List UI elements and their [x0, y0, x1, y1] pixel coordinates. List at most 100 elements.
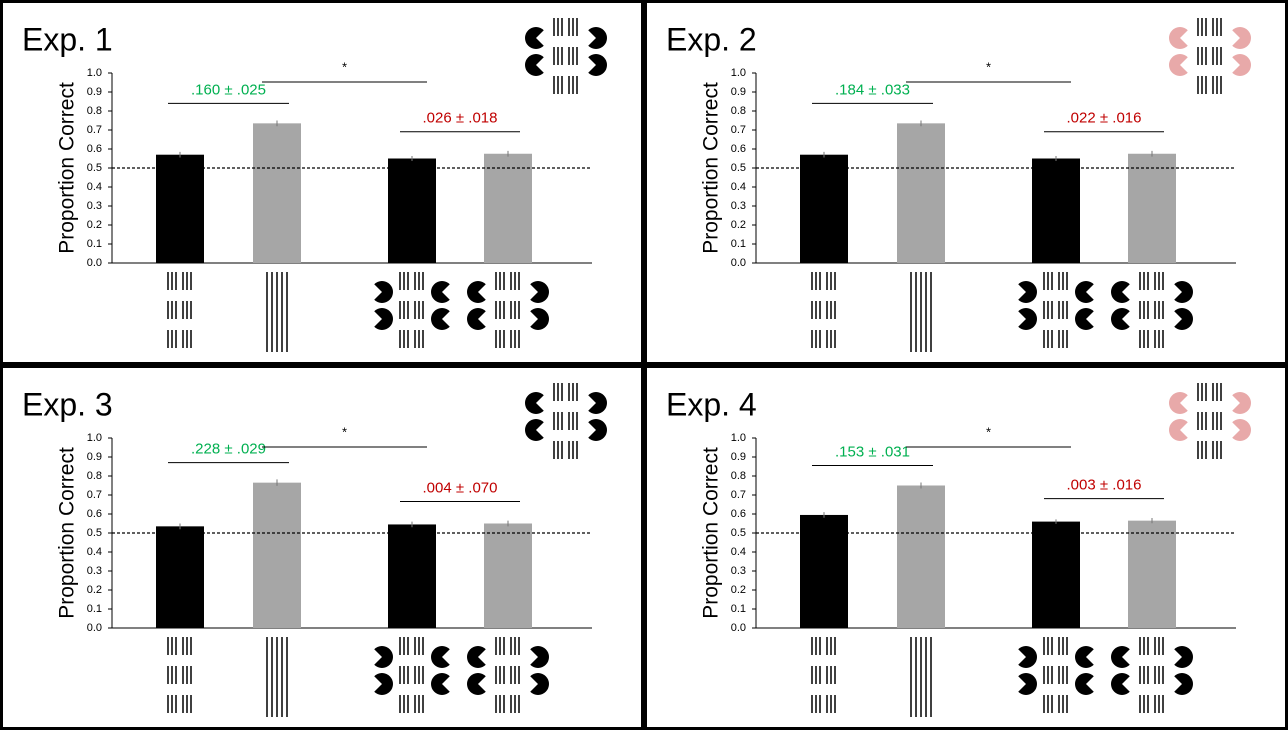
inducer [1169, 27, 1188, 49]
y-tick-label: 0.1 [731, 238, 746, 250]
inducer [525, 27, 544, 49]
inducer [530, 281, 549, 303]
inducer [374, 673, 393, 695]
panel-title: Exp. 1 [22, 21, 113, 57]
annotation: .228 ± .029 [191, 441, 266, 458]
annotation: .003 ± .016 [1067, 477, 1142, 494]
inducer [1075, 673, 1094, 695]
y-tick-label: 1.0 [87, 432, 102, 444]
y-tick-label: 0.8 [87, 105, 102, 117]
inducer [1111, 308, 1130, 330]
inducer [525, 392, 544, 414]
y-tick-label: 0.4 [731, 546, 746, 558]
y-tick-label: 0.5 [731, 162, 746, 174]
inducer [588, 27, 607, 49]
inducer [530, 673, 549, 695]
inducer [1075, 646, 1094, 668]
inducer [1169, 419, 1188, 441]
inducer [1018, 281, 1037, 303]
inducer [588, 419, 607, 441]
inducer [1075, 281, 1094, 303]
y-tick-label: 0.0 [731, 622, 746, 634]
y-tick-label: 0.5 [87, 527, 102, 539]
inducer [1174, 308, 1193, 330]
bar [897, 486, 945, 629]
inducer [1018, 308, 1037, 330]
inducer [530, 308, 549, 330]
inducer [374, 646, 393, 668]
y-tick-label: 1.0 [87, 67, 102, 79]
bar [156, 155, 204, 263]
annotation: .153 ± .031 [835, 443, 910, 460]
y-tick-label: 0.0 [731, 257, 746, 269]
y-axis-label: Proportion Correct [56, 447, 79, 619]
panel-title: Exp. 2 [666, 21, 757, 57]
y-tick-label: 0.1 [87, 603, 102, 615]
inducer [1111, 646, 1130, 668]
inducer [530, 646, 549, 668]
y-tick-label: 0.8 [731, 105, 746, 117]
y-tick-label: 0.6 [731, 143, 746, 155]
y-tick-label: 0.0 [87, 257, 102, 269]
bar [484, 524, 532, 629]
inducer [1018, 673, 1037, 695]
bar [800, 155, 848, 263]
y-tick-label: 0.3 [87, 200, 102, 212]
inducer [431, 646, 450, 668]
bar [484, 154, 532, 263]
y-tick-label: 0.4 [731, 181, 746, 193]
inducer [1111, 281, 1130, 303]
inducer [467, 281, 486, 303]
y-tick-label: 0.2 [731, 219, 746, 231]
y-tick-label: 0.4 [87, 181, 102, 193]
y-axis-label: Proportion Correct [700, 447, 723, 619]
y-tick-label: 0.0 [87, 622, 102, 634]
inducer [1174, 646, 1193, 668]
annotation: .160 ± .025 [191, 81, 266, 98]
y-tick-label: 0.4 [87, 546, 102, 558]
y-tick-label: 1.0 [731, 67, 746, 79]
inducer [1111, 673, 1130, 695]
inducer [431, 673, 450, 695]
annotation: * [986, 59, 991, 74]
y-tick-label: 0.9 [731, 86, 746, 98]
figure: Exp. 1 Proportion Correct 0.0 0.1 0.2 0.3 0.4 0… [0, 0, 1288, 731]
inducer [467, 673, 486, 695]
y-tick-label: 0.2 [731, 584, 746, 596]
annotation: .184 ± .033 [835, 81, 910, 98]
y-axis-label: Proportion Correct [56, 82, 79, 254]
inducer [1174, 673, 1193, 695]
panel: Exp. 3 Proportion Correct 0.0 0.1 0.2 0.3 0.4 0… [2, 367, 643, 729]
y-tick-label: 0.1 [87, 238, 102, 250]
y-tick-label: 0.3 [731, 565, 746, 577]
inducer [1169, 54, 1188, 76]
y-tick-label: 0.7 [87, 489, 102, 501]
y-tick-label: 0.5 [87, 162, 102, 174]
y-tick-label: 0.9 [87, 451, 102, 463]
inducer [525, 54, 544, 76]
y-tick-label: 1.0 [731, 432, 746, 444]
bar [1128, 154, 1176, 263]
y-tick-label: 0.3 [87, 565, 102, 577]
inducer [374, 281, 393, 303]
inducer [588, 392, 607, 414]
y-tick-label: 0.8 [731, 470, 746, 482]
bar [1032, 159, 1080, 264]
inducer [1075, 308, 1094, 330]
inducer [1232, 54, 1251, 76]
bar [156, 526, 204, 628]
y-tick-label: 0.3 [731, 200, 746, 212]
panel-title: Exp. 3 [22, 386, 113, 422]
bar [253, 483, 301, 628]
y-tick-label: 0.2 [87, 584, 102, 596]
bar [253, 123, 301, 263]
bar [1128, 521, 1176, 628]
inducer [1018, 646, 1037, 668]
y-tick-label: 0.7 [731, 489, 746, 501]
bar [388, 159, 436, 264]
inducer [588, 54, 607, 76]
y-tick-label: 0.9 [87, 86, 102, 98]
inducer [431, 308, 450, 330]
